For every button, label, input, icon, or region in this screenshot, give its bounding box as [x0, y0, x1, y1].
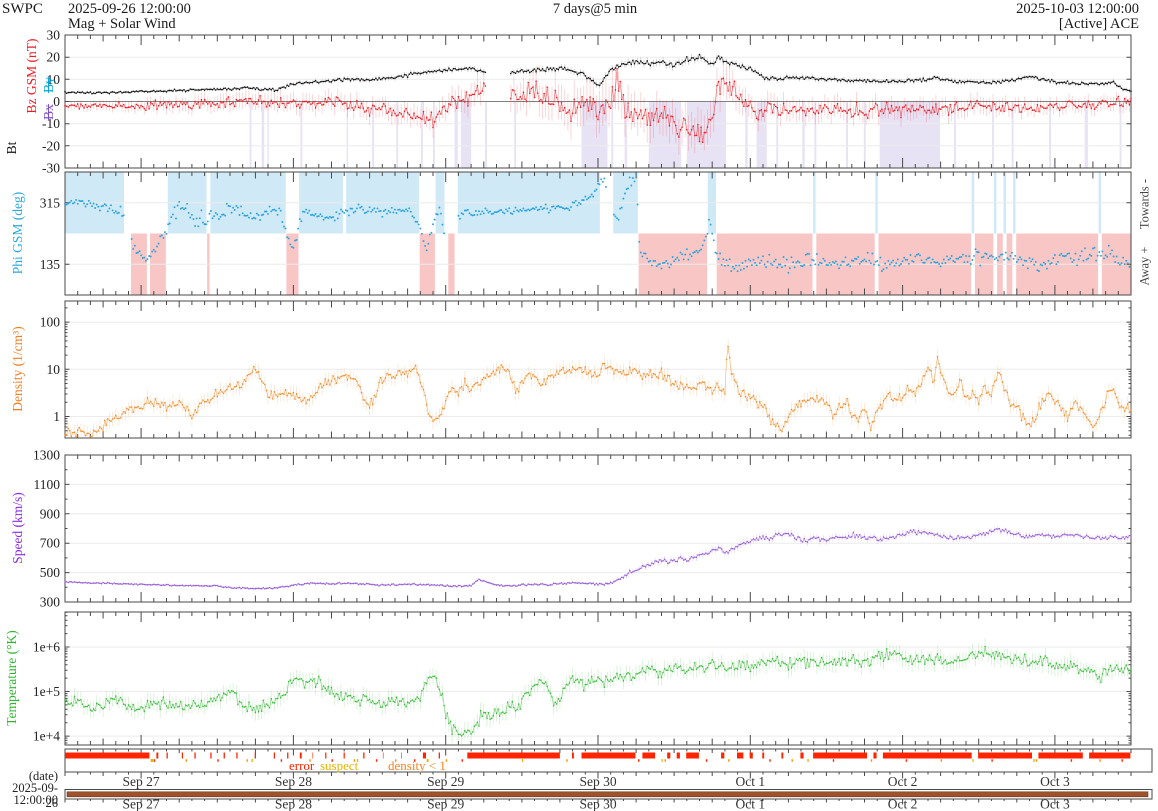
quality-flag-strip — [64, 748, 1153, 779]
series-phi-points — [64, 173, 1132, 274]
legend-error: error — [289, 758, 315, 773]
density-axis-label: Density (1/cm³) — [10, 326, 25, 412]
date-label-row1: Sep 27 — [123, 774, 160, 789]
footer-start-date: 2025-09-26 — [12, 781, 58, 810]
ytick-mag: 0 — [53, 94, 60, 109]
date-label-row1: Oct 3 — [1040, 774, 1070, 789]
series-bt-line — [64, 67, 486, 95]
footer-start-time: 12:00:00 — [13, 793, 58, 807]
ytick-speed: 1100 — [34, 477, 61, 492]
legend-suspect: suspect — [320, 758, 359, 773]
date-label-row1: Oct 1 — [735, 774, 765, 789]
bottom-bar — [66, 791, 1149, 798]
series-bt-line — [510, 53, 1132, 92]
series-density-points — [64, 345, 1132, 438]
bottom-bar-strip — [64, 789, 1153, 805]
date-label-row1: Oct 2 — [888, 774, 918, 789]
series-temperature-points — [64, 645, 1132, 737]
ytick-temp: 1e+4 — [33, 729, 60, 744]
away-sector-label: Away + — [1137, 246, 1152, 286]
ytick-phi: 315 — [40, 195, 61, 210]
ytick-temp: 1e+5 — [33, 684, 60, 699]
panel-speed: 1300 1100 900 700 500 300 — [33, 448, 1132, 610]
series-density-range — [64, 339, 1132, 437]
series-bt-range — [64, 54, 1130, 95]
agency-label: SWPC — [2, 1, 43, 17]
ytick-mag: 20 — [47, 50, 61, 65]
ytick-speed: 300 — [40, 595, 61, 610]
date-label-row1: Sep 29 — [427, 774, 464, 789]
panel-phi: 315 135 — [40, 171, 1132, 296]
start-datetime: 2025-09-26 12:00:00 — [68, 1, 191, 17]
by-axis-label: By — [41, 77, 56, 93]
series-speed-range — [64, 525, 1132, 590]
plot-subtitle: Mag + Solar Wind — [68, 16, 176, 32]
bt-axis-label: Bt — [4, 141, 19, 155]
series-bz-points — [64, 67, 1132, 143]
ytick-density: 10 — [47, 362, 61, 377]
series-bt-points — [64, 53, 1132, 95]
legend-density-lt1: density < 1 — [388, 758, 446, 773]
ytick-speed: 500 — [40, 565, 61, 580]
bx-axis-label: Bx — [41, 104, 56, 120]
panel-temp: 1e+6 1e+5 1e+4 — [33, 611, 1132, 746]
ytick-mag: -10 — [42, 116, 60, 131]
ytick-density: 1 — [53, 409, 60, 424]
series-speed-line — [64, 528, 1132, 590]
ytick-speed: 700 — [40, 536, 61, 551]
temperature-axis-label: Temperature (°K) — [4, 630, 19, 726]
bz-axis-label: Bz GSM (nT) — [24, 38, 39, 114]
ytick-temp: 1e+6 — [33, 640, 60, 655]
ytick-mag: -20 — [42, 138, 60, 153]
spacecraft-status: [Active] ACE — [1058, 16, 1139, 32]
ytick-speed: 900 — [40, 506, 61, 521]
date-label-row1: Sep 30 — [579, 774, 616, 789]
panel-density: 100 10 1 — [40, 300, 1132, 439]
ytick-density: 100 — [40, 315, 61, 330]
ytick-mag: 10 — [47, 72, 61, 87]
ytick-phi: 135 — [40, 257, 61, 272]
ytick-speed: 1300 — [33, 448, 60, 463]
phi-axis-label: Phi GSM (deg) — [10, 191, 25, 275]
towards-sector-label: Towards - — [1137, 178, 1152, 230]
series-speed-points — [64, 527, 1132, 590]
date-caption: (date) — [28, 769, 58, 783]
speed-axis-label: Speed (km/s) — [10, 492, 25, 564]
cadence-label: 7 days@5 min — [552, 1, 638, 17]
ytick-mag: 30 — [47, 28, 61, 43]
end-datetime: 2025-10-03 12:00:00 — [1016, 1, 1139, 17]
date-label-row1: Sep 28 — [275, 774, 312, 789]
panel-mag: 30 20 10 0 -10 -20 -30 — [42, 28, 1132, 176]
ytick-mag: -30 — [42, 161, 60, 176]
